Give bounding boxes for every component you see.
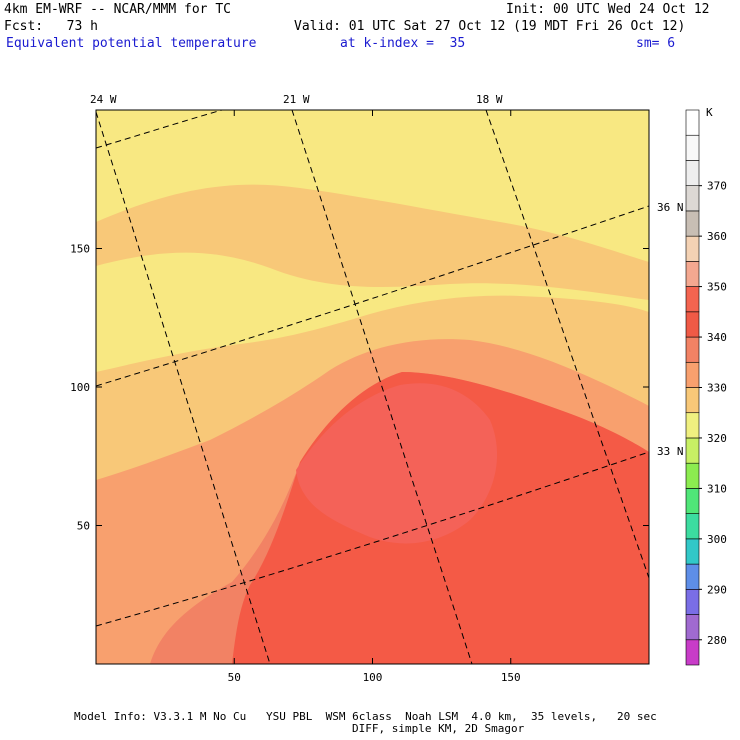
- meridian-21w: [291, 110, 473, 664]
- colorbar-swatch: [685, 513, 700, 540]
- field-map: [96, 110, 649, 664]
- lon-label-18w: 18 W: [476, 93, 503, 106]
- colorbar-swatch: [685, 210, 700, 237]
- lon-label-21w: 21 W: [283, 93, 310, 106]
- y-tick-label: 50: [77, 520, 90, 533]
- init-time: Init: 00 UTC Wed 24 Oct 12: [506, 2, 710, 17]
- model-info-line2: DIFF, simple KM, 2D Smagor: [352, 722, 525, 735]
- model-title: 4km EM-WRF -- NCAR/MMM for TC: [4, 2, 231, 17]
- colorbar-swatch: [685, 361, 700, 388]
- colorbar-swatch: [685, 462, 700, 489]
- lon-label-24w: 24 W: [90, 93, 117, 106]
- x-tick-label: 50: [228, 671, 241, 684]
- x-tick-label: 100: [363, 671, 383, 684]
- colorbar-swatch: [685, 437, 700, 464]
- y-tick-label: 100: [70, 381, 90, 394]
- axis-labels: 50 100 150 50 100 150: [70, 243, 521, 685]
- colorbar-swatch: [685, 261, 700, 287]
- colorbar-swatch: [685, 488, 700, 514]
- colorbar-swatch: [685, 614, 700, 641]
- colorbar-tick-label: 290: [707, 583, 727, 596]
- parallel-mid: [96, 205, 649, 387]
- colorbar-tick-label: 330: [707, 382, 727, 395]
- axis-ticks: [96, 110, 649, 664]
- colorbar-tick-label: 350: [707, 281, 727, 294]
- colorbar-swatch: [685, 538, 700, 565]
- equivalent-potential-temperature-chart: 50 100 150 50 100 150 24 W 21 W 18 W 36 N 33 …: [70, 93, 727, 685]
- colorbar-swatch: [685, 387, 700, 414]
- colorbar-tick-label: 280: [707, 634, 727, 647]
- colorbar-tick-label: 370: [707, 180, 727, 193]
- colorbar-unit: K: [706, 106, 713, 119]
- level-index: at k-index = 35: [340, 36, 466, 51]
- parallel-36n: [96, 110, 223, 149]
- colorbar-swatch: [685, 160, 700, 186]
- colorbar-swatch: [685, 336, 700, 363]
- colorbar-swatch: [685, 235, 700, 262]
- x-tick-label: 150: [501, 671, 521, 684]
- colorbar-tick-label: 320: [707, 432, 727, 445]
- colorbar-tick-label: 310: [707, 482, 727, 495]
- colorbar-tick-label: 340: [707, 331, 727, 344]
- region-325-330-upper-band: [96, 184, 649, 300]
- colorbar-swatch: [685, 639, 700, 666]
- model-info-line1: Model Info: V3.3.1 M No Cu YSU PBL WSM 6…: [74, 710, 657, 723]
- lat-label-33n: 33 N: [657, 445, 684, 458]
- valid-time: Valid: 01 UTC Sat 27 Oct 12 (19 MDT Fri …: [294, 19, 686, 34]
- colorbar-swatch: [685, 563, 700, 590]
- meridian-18w: [485, 110, 649, 579]
- colorbar-tick-label: 360: [707, 230, 727, 243]
- colorbar-tick-label: 300: [707, 533, 727, 546]
- colorbar-swatch: [685, 134, 700, 161]
- colorbar-swatch: [685, 109, 700, 136]
- colorbar: 370 360 350 340 330 320 310 300 290 280: [685, 109, 727, 666]
- parallel-33n: [96, 451, 649, 627]
- smoothing-value: sm= 6: [636, 36, 676, 51]
- colorbar-swatch: [685, 286, 700, 313]
- lat-label-36n: 36 N: [657, 201, 684, 214]
- field-name: Equivalent potential temperature: [6, 36, 257, 51]
- meridian-24w: [96, 111, 271, 664]
- lat-lon-grid: [96, 110, 649, 664]
- colorbar-swatch: [685, 185, 700, 212]
- forecast-hour: Fcst: 73 h: [4, 19, 98, 34]
- y-tick-label: 150: [70, 243, 90, 256]
- colorbar-swatch: [685, 311, 700, 338]
- region-345-350-core: [296, 383, 498, 544]
- colorbar-swatch: [685, 589, 700, 615]
- colorbar-swatch: [685, 412, 700, 439]
